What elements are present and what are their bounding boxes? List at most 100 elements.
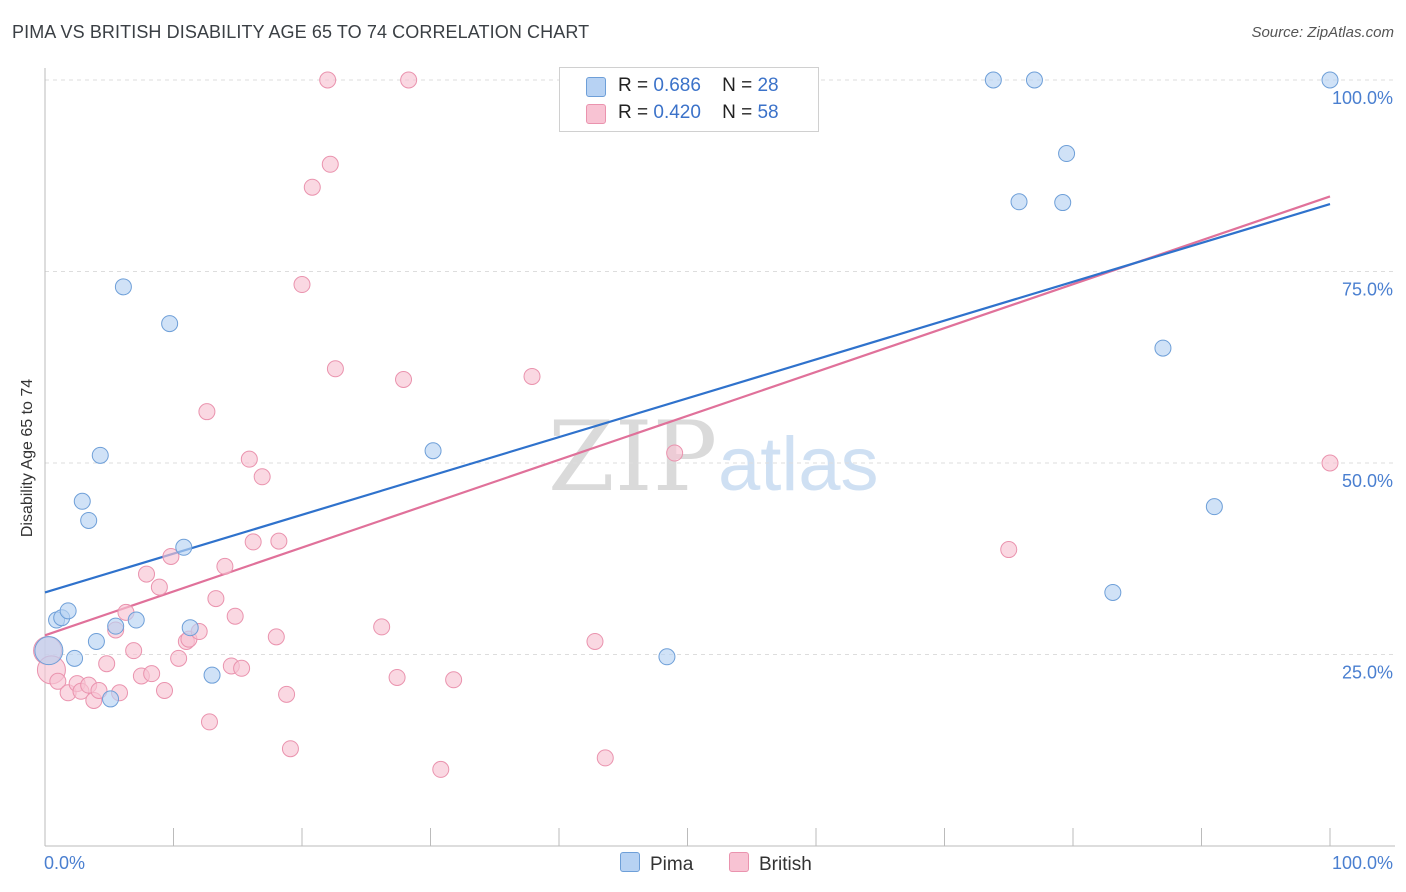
pima-point: [34, 636, 64, 666]
legend-n-value: 28: [757, 75, 779, 96]
chart-title: PIMA VS BRITISH DISABILITY AGE 65 TO 74 …: [12, 22, 590, 42]
y-tick-label: 75.0%: [1342, 280, 1393, 300]
legend-r-label: R =: [618, 102, 649, 123]
british-point: [207, 590, 225, 608]
pima-point: [127, 611, 145, 629]
y-tick-label: 100.0%: [1332, 88, 1393, 108]
pima-point: [1058, 145, 1076, 163]
british-point: [90, 682, 108, 700]
british-point: [596, 749, 614, 767]
pima-point: [1104, 583, 1122, 601]
british-point: [253, 468, 271, 486]
pima-point: [73, 492, 91, 510]
british-point: [586, 632, 604, 650]
british-point: [267, 628, 285, 646]
pima-point: [87, 632, 105, 650]
watermark-zip: ZIP: [548, 401, 717, 513]
pima-point: [203, 666, 221, 684]
pima-point: [102, 690, 120, 708]
bottom-legend-pima: Pima: [620, 852, 693, 876]
x-tick-labels: 0.0% 100.0%: [44, 853, 1393, 873]
british-point: [98, 655, 116, 673]
british-point: [523, 367, 541, 385]
british-point: [388, 668, 406, 686]
pima-point: [91, 446, 109, 464]
british-point: [395, 371, 413, 389]
legend-r-value: 0.686: [653, 75, 701, 96]
bottom-legend-pima-label: Pima: [650, 854, 694, 875]
y-tick-labels: 25.0% 50.0% 75.0% 100.0%: [1332, 88, 1393, 683]
pima-point: [181, 619, 199, 637]
bottom-legend-british: British: [729, 852, 812, 876]
pima-point: [114, 278, 132, 296]
legend-r-label: R =: [618, 75, 649, 96]
pima-point: [1205, 498, 1223, 516]
x-tick-label-max: 100.0%: [1332, 853, 1393, 873]
pima-point: [175, 538, 193, 556]
legend: R = 0.686 N = 28 R = 0.420 N = 58: [559, 67, 819, 132]
pima-point: [80, 511, 98, 529]
source-credit: Source: ZipAtlas.com: [1251, 24, 1394, 41]
pima-point: [1025, 71, 1043, 89]
pima-swatch-icon: [620, 852, 640, 872]
british-point: [240, 450, 258, 468]
british-point: [278, 685, 296, 703]
british-point: [1321, 454, 1339, 472]
watermark-atlas: atlas: [718, 422, 879, 507]
british-point: [233, 659, 251, 677]
pima-point: [1054, 194, 1072, 212]
british-point: [226, 607, 244, 625]
y-tick-label: 50.0%: [1342, 471, 1393, 491]
pima-trend-line: [44, 203, 1331, 594]
british-point: [200, 713, 218, 731]
british-point: [270, 532, 288, 550]
british-point: [156, 682, 174, 700]
gridlines: [45, 79, 1395, 655]
british-point: [445, 671, 463, 689]
pima-point: [658, 648, 676, 666]
british-point: [244, 533, 262, 551]
pima-point: [984, 71, 1002, 89]
bottom-legend-british-label: British: [759, 854, 812, 875]
british-point: [400, 71, 418, 89]
trend-lines: [44, 195, 1331, 637]
british-point: [150, 578, 168, 596]
british-point: [198, 403, 216, 421]
british-point: [303, 178, 321, 196]
y-tick-label: 25.0%: [1342, 663, 1393, 683]
british-point: [321, 155, 339, 173]
british-point: [216, 557, 234, 575]
pima-point: [161, 315, 179, 333]
pima-point: [66, 649, 84, 667]
pima-point: [424, 442, 442, 460]
legend-n-label: N =: [722, 102, 753, 123]
british-point: [666, 444, 684, 462]
british-point: [138, 565, 156, 583]
british-point: [326, 360, 344, 378]
x-tick-label-min: 0.0%: [44, 853, 85, 873]
british-point: [143, 665, 161, 683]
british-swatch-icon: [729, 852, 749, 872]
british-point: [432, 760, 450, 778]
pima-point: [1010, 193, 1028, 211]
british-point: [125, 642, 143, 660]
pima-point: [107, 617, 125, 635]
legend-n-value: 58: [757, 102, 779, 123]
watermark: ZIP atlas: [548, 401, 879, 513]
british-point: [373, 618, 391, 636]
british-point: [162, 547, 180, 565]
british-point: [49, 672, 67, 690]
legend-r-value: 0.420: [653, 102, 701, 123]
pima-point: [1154, 339, 1172, 357]
axes: [44, 68, 1395, 847]
pima-swatch-icon: [586, 77, 606, 97]
british-point: [293, 276, 311, 294]
british-point: [1000, 541, 1018, 559]
british-point: [170, 649, 188, 667]
pima-point: [59, 602, 77, 620]
british-point: [319, 71, 337, 89]
legend-n-label: N =: [722, 75, 753, 96]
pima-point: [1321, 71, 1339, 89]
british-point: [281, 740, 299, 758]
